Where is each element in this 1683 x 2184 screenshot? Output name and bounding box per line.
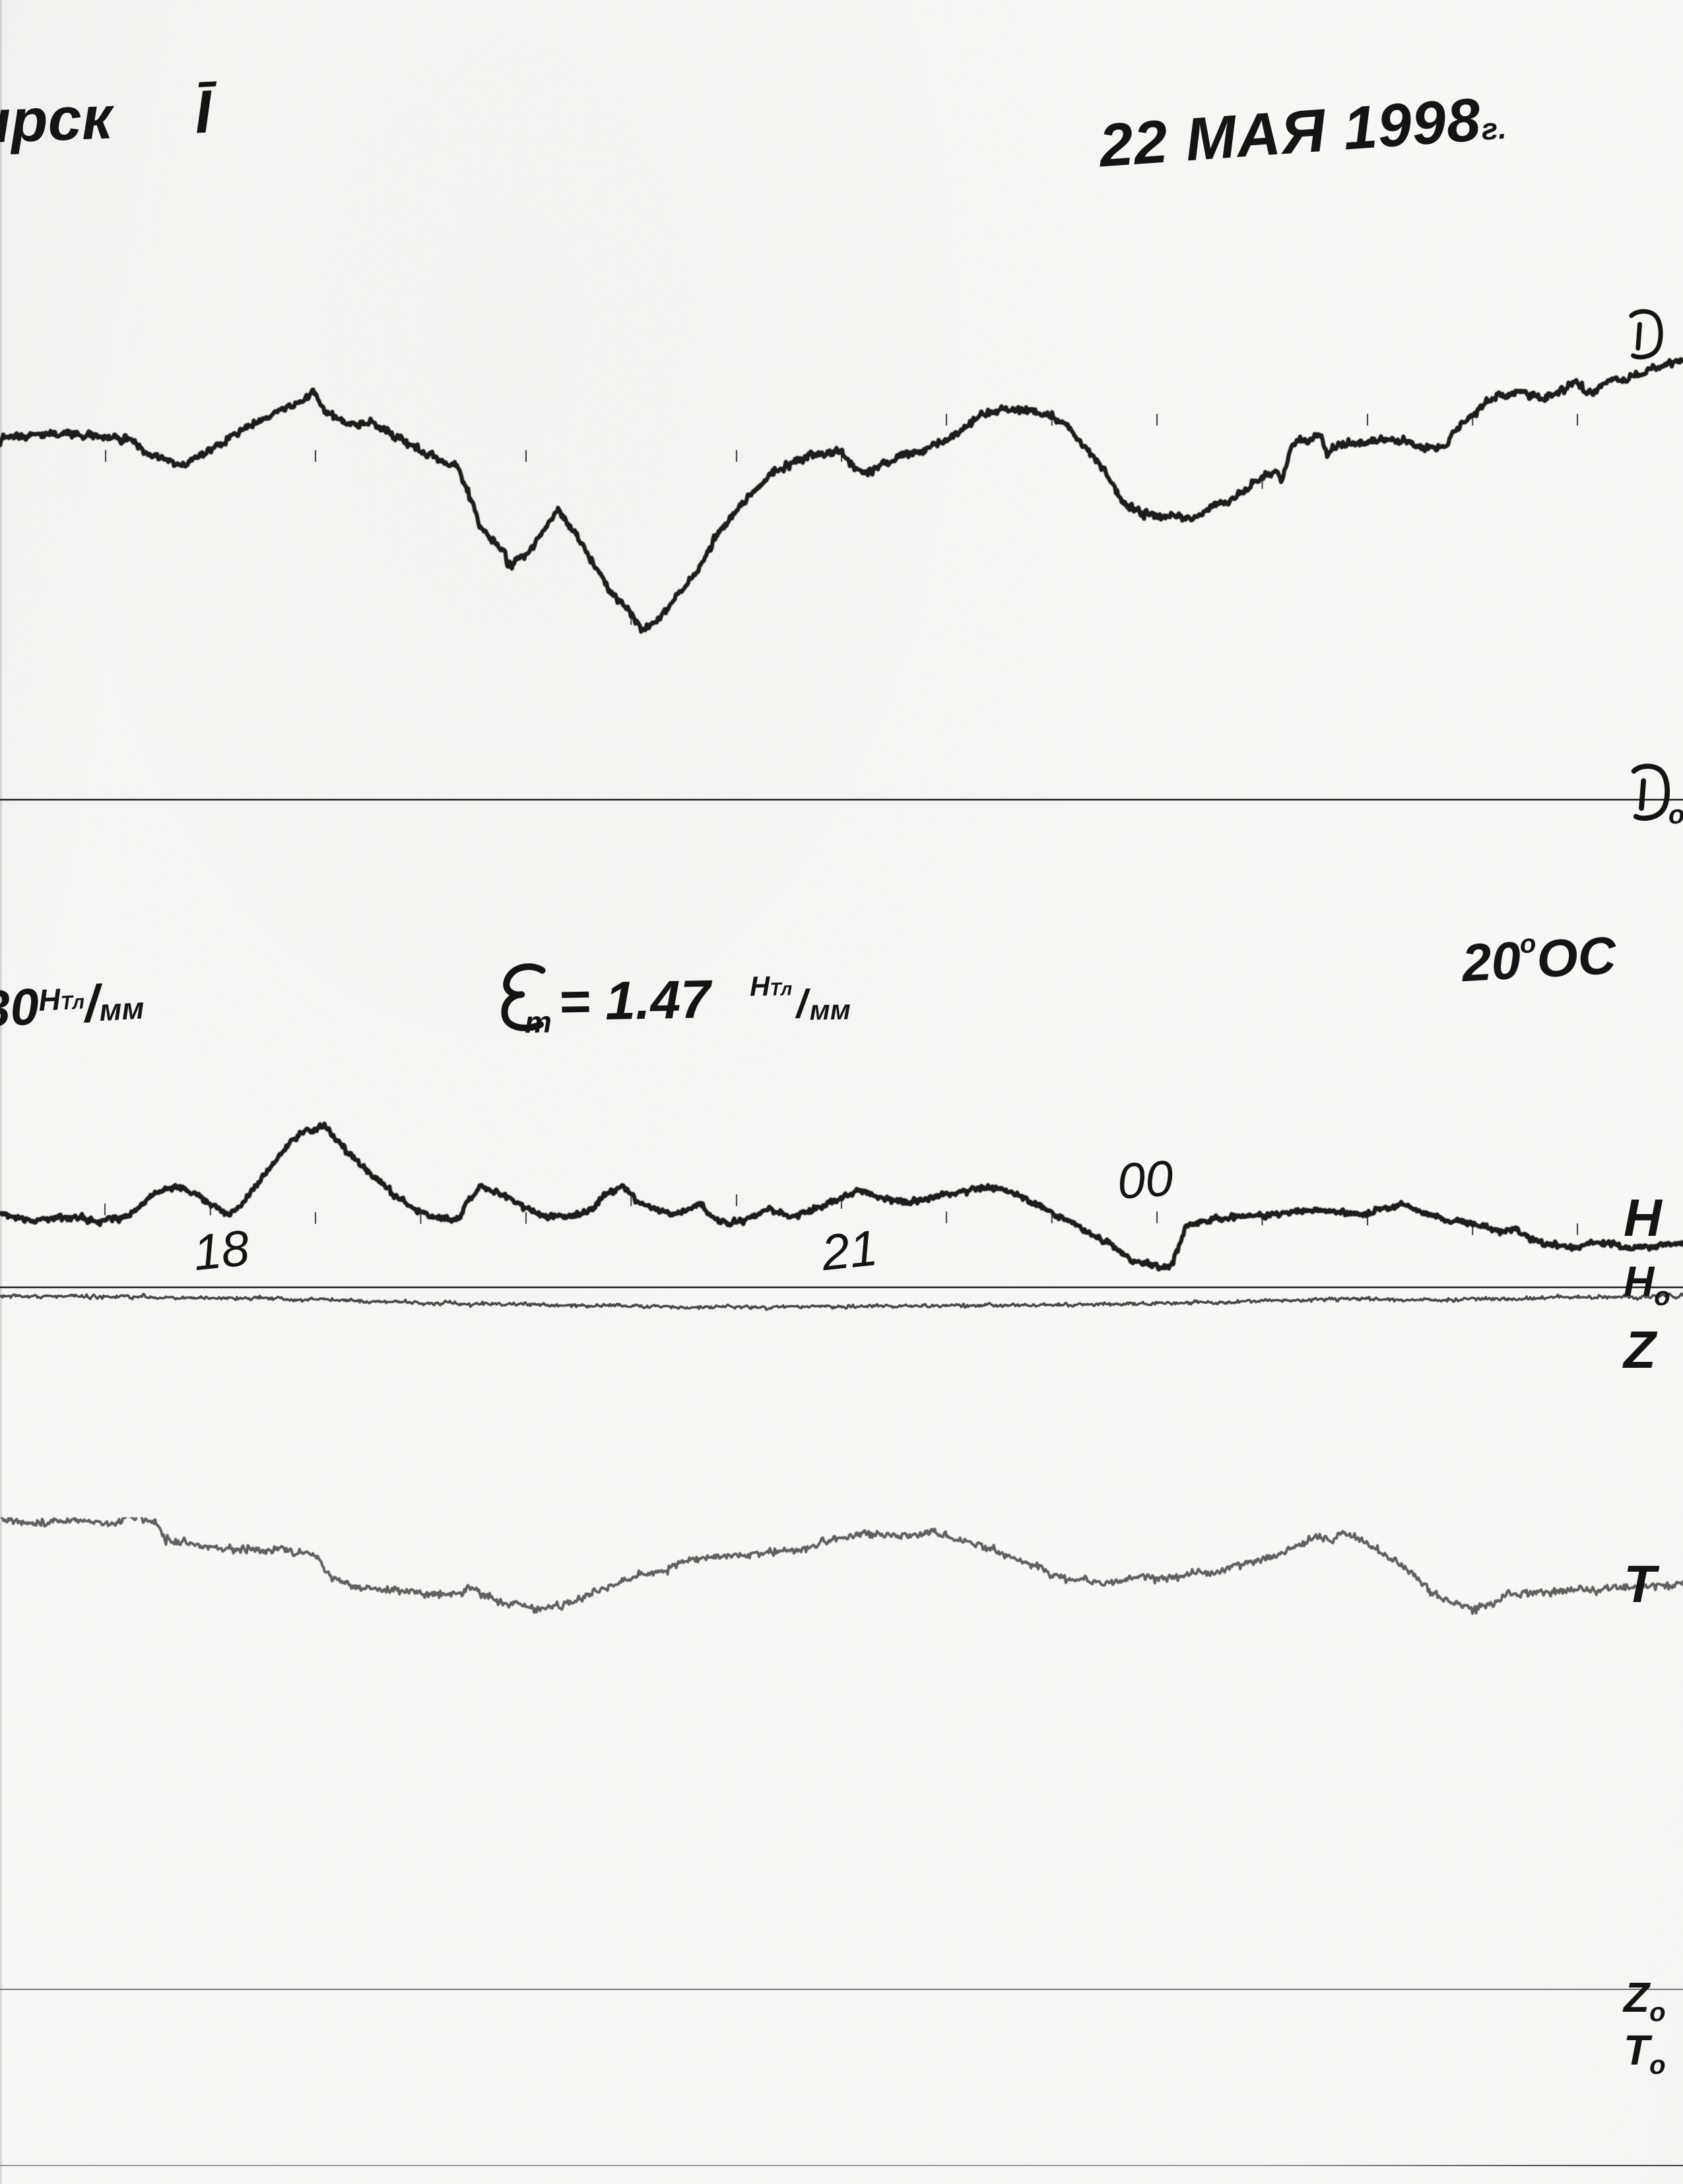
svg-text:= 1.47: = 1.47 bbox=[558, 969, 713, 1032]
svg-text:HТл: HТл bbox=[750, 970, 793, 1002]
svg-text:/: / bbox=[794, 982, 811, 1026]
svg-text:мм: мм bbox=[809, 994, 851, 1026]
svg-text:o: o bbox=[1668, 800, 1683, 829]
svg-text:т: т bbox=[524, 1004, 552, 1039]
